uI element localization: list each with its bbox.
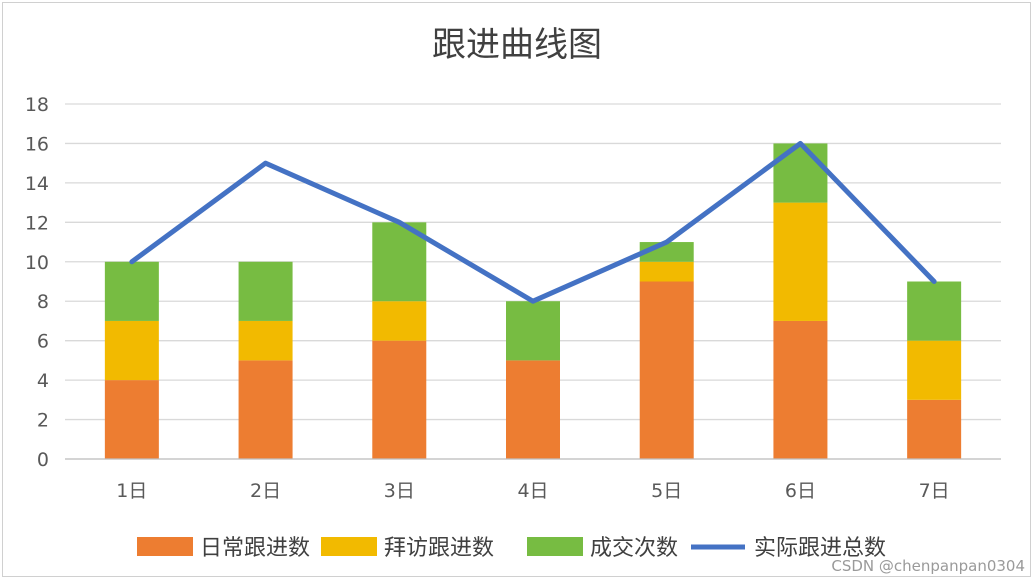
y-tick-label: 16	[25, 133, 49, 155]
bar-segment	[907, 399, 962, 459]
y-tick-label: 14	[25, 173, 49, 195]
y-tick-label: 2	[37, 410, 49, 432]
bars	[104, 143, 962, 459]
legend-swatch	[321, 537, 377, 556]
legend-label: 日常跟进数	[200, 536, 310, 561]
y-tick-label: 18	[25, 94, 49, 116]
x-axis: 1日 2日 3日 4日 5日 6日 7日	[65, 458, 1001, 502]
legend-label: 实际跟进总数	[754, 536, 886, 561]
y-tick-label: 10	[25, 252, 49, 274]
y-tick-label: 6	[37, 331, 49, 353]
bar-segment	[372, 340, 427, 459]
stacked-bar-line-chart: 跟进曲线图 0 2 4 6 8 10 12 14 16 18 1日 2日 3日 4日 5日 6日 7日 日常跟…	[25, 25, 1025, 575]
bar-segment	[238, 261, 293, 321]
x-tick-label: 1日	[116, 480, 147, 502]
bar-segment	[238, 360, 293, 459]
y-tick-label: 0	[37, 449, 49, 471]
chart-title: 跟进曲线图	[432, 25, 602, 65]
x-tick-label: 7日	[919, 480, 950, 502]
x-tick-label: 3日	[384, 480, 415, 502]
legend: 日常跟进数 拜访跟进数 成交次数 实际跟进总数	[137, 536, 886, 561]
y-tick-label: 8	[37, 291, 49, 313]
x-tick-label: 5日	[651, 480, 682, 502]
bar-segment	[907, 281, 962, 341]
bar-segment	[639, 261, 694, 282]
x-tick-label: 2日	[250, 480, 281, 502]
bar-segment	[372, 301, 427, 341]
y-tick-label: 12	[25, 212, 49, 234]
bar-segment	[506, 301, 560, 361]
watermark: CSDN @chenpanpan0304	[831, 557, 1025, 575]
x-tick-label: 4日	[517, 480, 548, 502]
bar-segment	[104, 320, 159, 381]
legend-swatch	[137, 537, 193, 556]
legend-label: 成交次数	[590, 536, 678, 561]
bar-segment	[907, 340, 962, 400]
total-line	[129, 140, 937, 304]
legend-swatch	[527, 537, 583, 556]
bar-segment	[238, 320, 293, 361]
y-tick-label: 4	[37, 370, 49, 392]
bar-segment	[104, 261, 159, 321]
y-axis-ticks: 0 2 4 6 8 10 12 14 16 18	[25, 94, 49, 471]
legend-label: 拜访跟进数	[384, 536, 494, 561]
bar-segment	[639, 281, 694, 459]
bar-segment	[506, 360, 560, 459]
series-line	[129, 140, 937, 304]
bar-segment	[773, 202, 828, 321]
bar-segment	[773, 143, 828, 203]
bar-segment	[773, 320, 828, 459]
bar-segment	[104, 380, 159, 459]
x-tick-label: 6日	[785, 480, 816, 502]
